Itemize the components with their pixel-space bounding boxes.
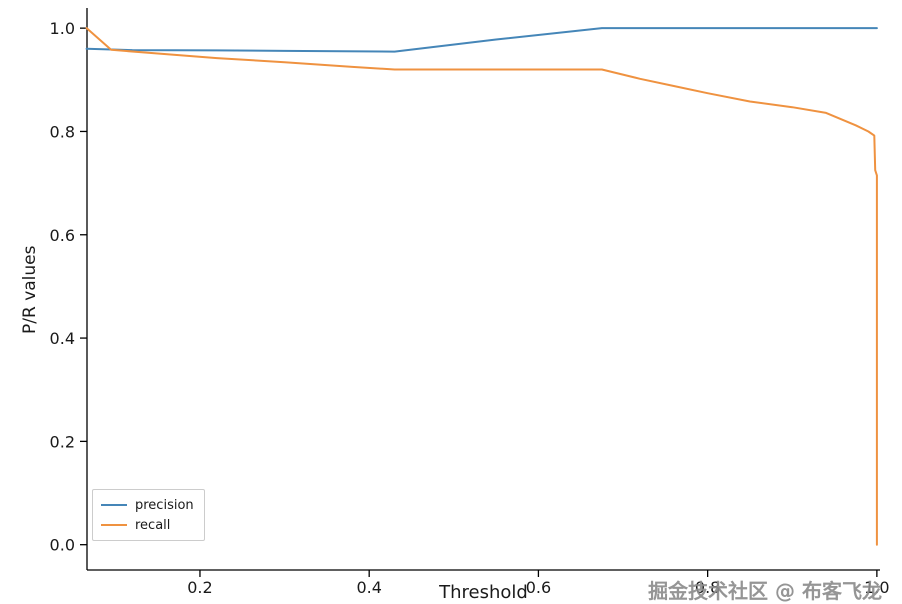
svg-text:1.0: 1.0: [50, 19, 75, 38]
recall-line-swatch: [101, 524, 127, 526]
svg-text:0.4: 0.4: [356, 578, 381, 597]
svg-text:0.8: 0.8: [695, 578, 720, 597]
svg-text:0.2: 0.2: [50, 432, 75, 451]
legend-label-precision: precision: [135, 497, 194, 513]
legend-entry-precision: precision: [101, 495, 194, 515]
y-axis-label: P/R values: [20, 245, 40, 335]
svg-text:0.2: 0.2: [187, 578, 212, 597]
watermark-text: 掘金技术社区 @ 布客飞龙: [648, 579, 882, 603]
precision-line-swatch: [101, 504, 127, 506]
svg-text:0.0: 0.0: [50, 536, 75, 555]
svg-text:1.0: 1.0: [864, 578, 889, 597]
svg-text:0.6: 0.6: [50, 226, 75, 245]
svg-text:0.6: 0.6: [526, 578, 551, 597]
legend: precision recall: [92, 489, 205, 541]
legend-entry-recall: recall: [101, 515, 194, 535]
svg-text:0.4: 0.4: [50, 329, 75, 348]
x-axis-label: Threshold: [439, 582, 528, 603]
svg-text:0.8: 0.8: [50, 122, 75, 141]
legend-label-recall: recall: [135, 517, 171, 533]
